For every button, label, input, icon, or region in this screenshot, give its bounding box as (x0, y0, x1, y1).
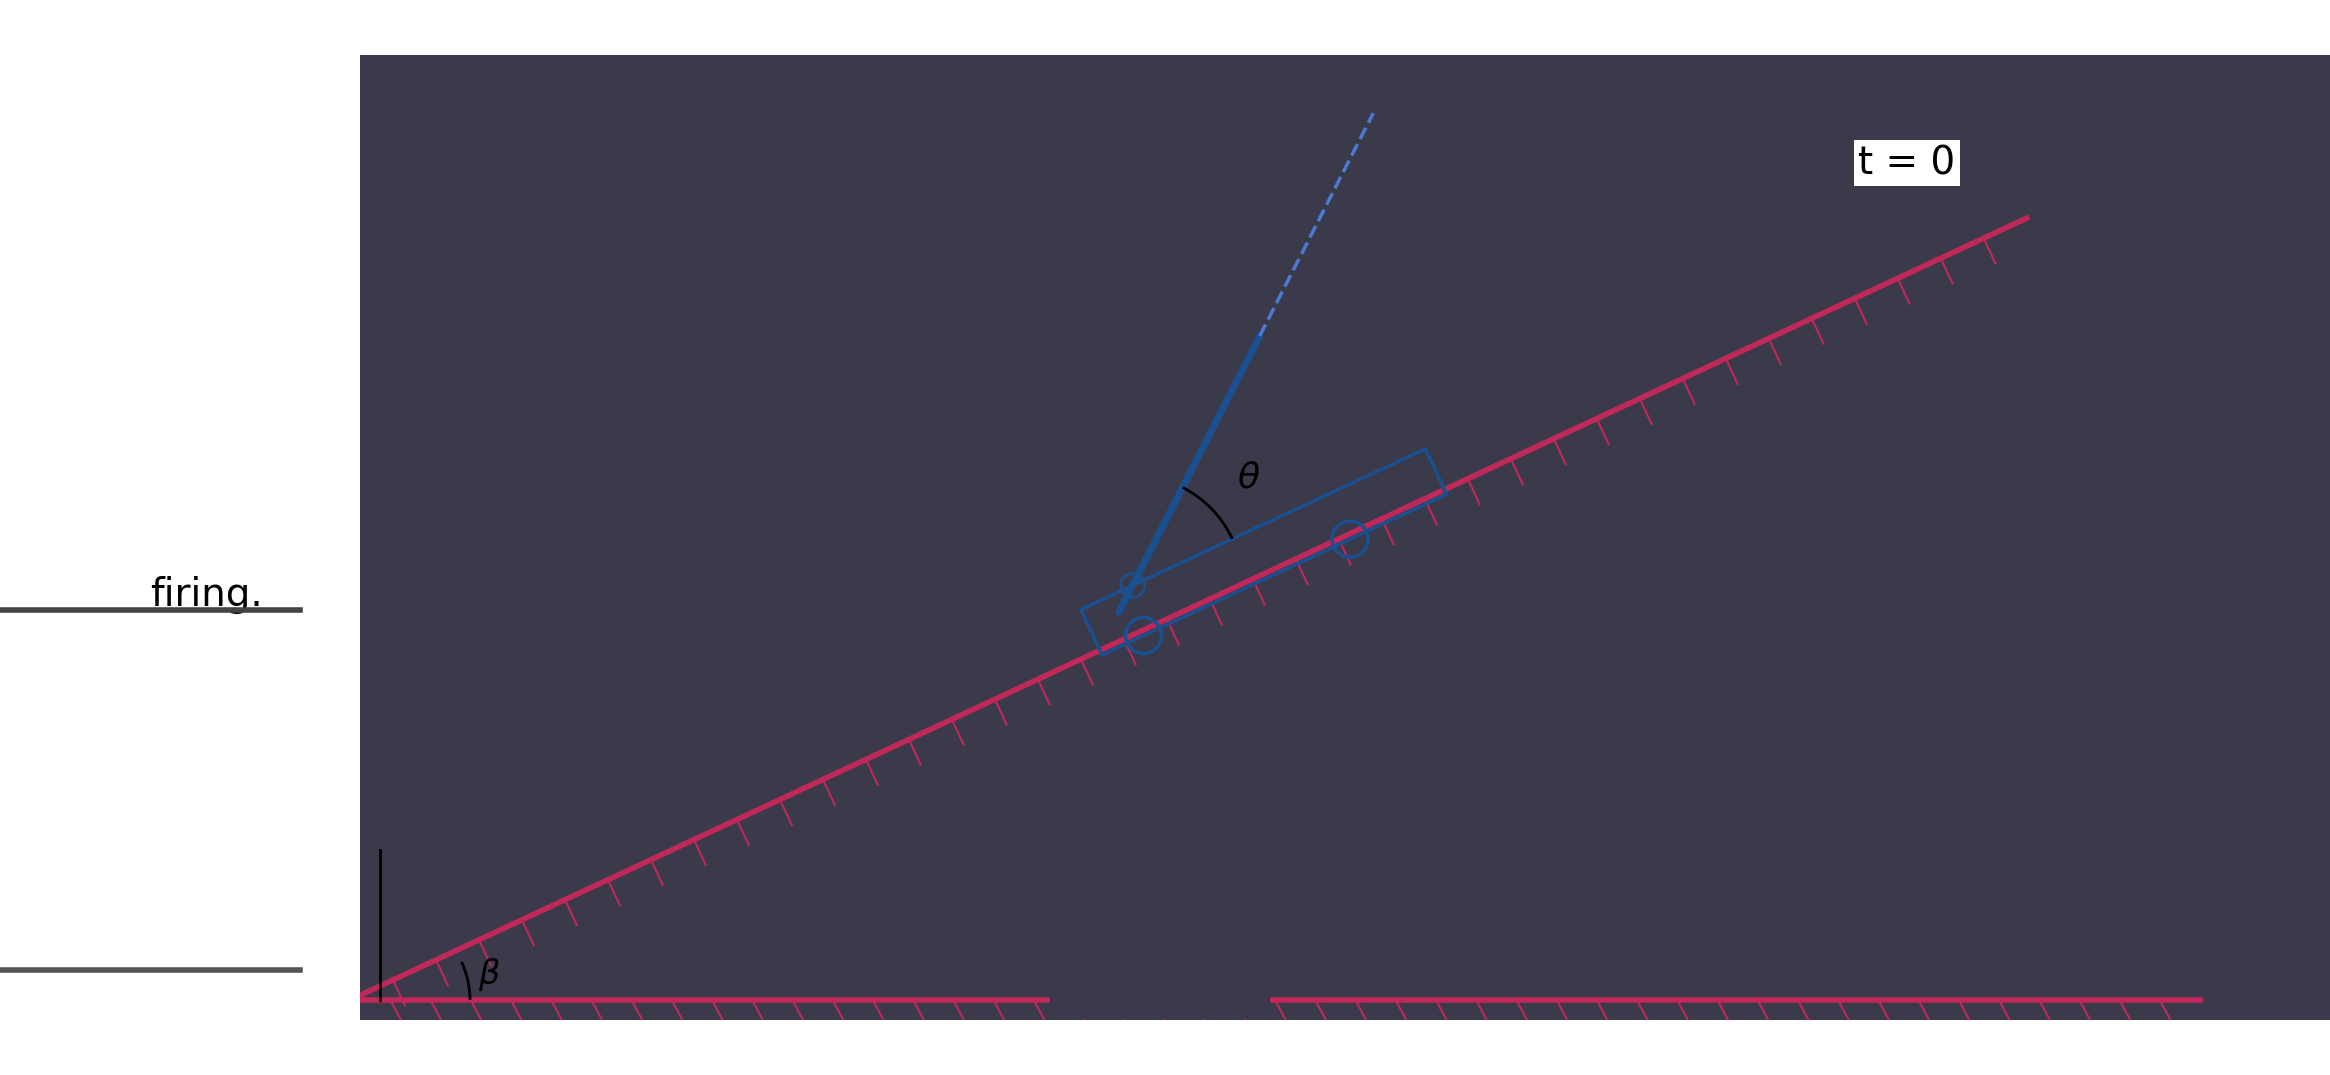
Text: t = 0: t = 0 (1857, 144, 1955, 182)
Text: θ: θ (1237, 461, 1258, 495)
Bar (1051, 909, 1270, 1019)
Bar (350, 55, 2330, 1020)
Text: β: β (478, 958, 499, 990)
Bar (0, 0, 2330, 55)
Bar (1850, 594, 1999, 696)
Bar (0, 1020, 2330, 1075)
Bar (0, 0, 361, 1075)
Text: firing.: firing. (149, 576, 263, 614)
